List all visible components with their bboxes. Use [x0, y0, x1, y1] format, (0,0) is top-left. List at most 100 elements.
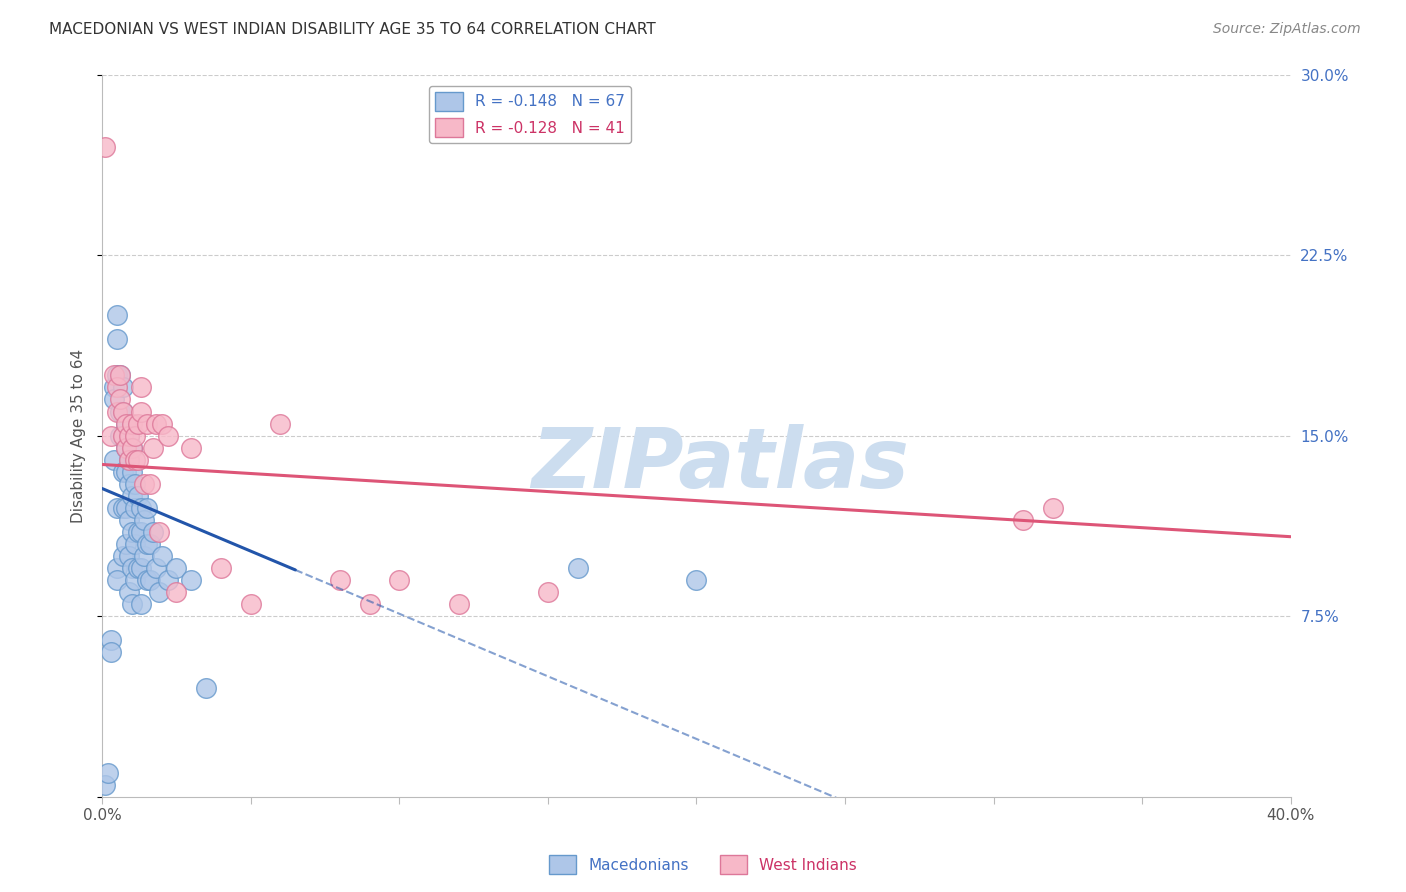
- Point: [139, 476, 162, 491]
- Point: [135, 500, 157, 515]
- Point: [127, 417, 149, 431]
- Point: [195, 681, 218, 696]
- Point: [124, 452, 146, 467]
- Point: [100, 645, 122, 659]
- Point: [118, 452, 141, 467]
- Point: [150, 549, 173, 563]
- Point: [105, 404, 128, 418]
- Text: Source: ZipAtlas.com: Source: ZipAtlas.com: [1213, 22, 1361, 37]
- Point: [115, 417, 138, 431]
- Point: [135, 417, 157, 431]
- Point: [121, 561, 143, 575]
- Point: [142, 524, 165, 539]
- Point: [156, 428, 179, 442]
- Point: [127, 452, 149, 467]
- Point: [111, 465, 134, 479]
- Point: [124, 500, 146, 515]
- Point: [115, 500, 138, 515]
- Point: [111, 404, 134, 418]
- Point: [105, 368, 128, 383]
- Point: [239, 597, 262, 611]
- Point: [156, 573, 179, 587]
- Point: [121, 524, 143, 539]
- Point: [121, 441, 143, 455]
- Point: [537, 585, 560, 599]
- Point: [121, 441, 143, 455]
- Point: [132, 513, 155, 527]
- Point: [124, 537, 146, 551]
- Point: [105, 573, 128, 587]
- Point: [124, 428, 146, 442]
- Point: [118, 549, 141, 563]
- Point: [148, 524, 170, 539]
- Point: [108, 392, 131, 407]
- Point: [129, 524, 152, 539]
- Point: [129, 561, 152, 575]
- Point: [111, 549, 134, 563]
- Point: [111, 428, 134, 442]
- Point: [329, 573, 352, 587]
- Point: [124, 476, 146, 491]
- Point: [132, 549, 155, 563]
- Point: [121, 597, 143, 611]
- Point: [118, 513, 141, 527]
- Point: [142, 441, 165, 455]
- Text: ZIPatlas: ZIPatlas: [531, 424, 910, 505]
- Point: [111, 428, 134, 442]
- Point: [115, 417, 138, 431]
- Point: [115, 537, 138, 551]
- Point: [127, 561, 149, 575]
- Point: [132, 476, 155, 491]
- Point: [139, 573, 162, 587]
- Point: [108, 428, 131, 442]
- Point: [150, 417, 173, 431]
- Point: [115, 465, 138, 479]
- Legend: R = -0.148   N = 67, R = -0.128   N = 41: R = -0.148 N = 67, R = -0.128 N = 41: [429, 86, 631, 143]
- Point: [145, 561, 167, 575]
- Point: [118, 476, 141, 491]
- Point: [111, 380, 134, 394]
- Point: [118, 452, 141, 467]
- Point: [124, 573, 146, 587]
- Point: [148, 585, 170, 599]
- Point: [111, 500, 134, 515]
- Point: [97, 765, 120, 780]
- Point: [139, 537, 162, 551]
- Point: [359, 597, 381, 611]
- Point: [180, 573, 202, 587]
- Point: [115, 441, 138, 455]
- Point: [269, 417, 291, 431]
- Legend: Macedonians, West Indians: Macedonians, West Indians: [543, 849, 863, 880]
- Point: [129, 380, 152, 394]
- Point: [180, 441, 202, 455]
- Point: [108, 368, 131, 383]
- Point: [121, 417, 143, 431]
- Y-axis label: Disability Age 35 to 64: Disability Age 35 to 64: [72, 349, 86, 523]
- Point: [111, 404, 134, 418]
- Point: [118, 585, 141, 599]
- Point: [1012, 513, 1035, 527]
- Point: [105, 380, 128, 394]
- Point: [103, 452, 125, 467]
- Point: [121, 489, 143, 503]
- Point: [1042, 500, 1064, 515]
- Point: [121, 465, 143, 479]
- Point: [103, 368, 125, 383]
- Point: [388, 573, 411, 587]
- Point: [94, 778, 117, 792]
- Point: [685, 573, 707, 587]
- Point: [127, 489, 149, 503]
- Point: [129, 597, 152, 611]
- Point: [94, 140, 117, 154]
- Text: MACEDONIAN VS WEST INDIAN DISABILITY AGE 35 TO 64 CORRELATION CHART: MACEDONIAN VS WEST INDIAN DISABILITY AGE…: [49, 22, 657, 37]
- Point: [166, 561, 188, 575]
- Point: [129, 404, 152, 418]
- Point: [127, 524, 149, 539]
- Point: [135, 537, 157, 551]
- Point: [105, 308, 128, 322]
- Point: [567, 561, 589, 575]
- Point: [100, 428, 122, 442]
- Point: [103, 380, 125, 394]
- Point: [118, 428, 141, 442]
- Point: [105, 561, 128, 575]
